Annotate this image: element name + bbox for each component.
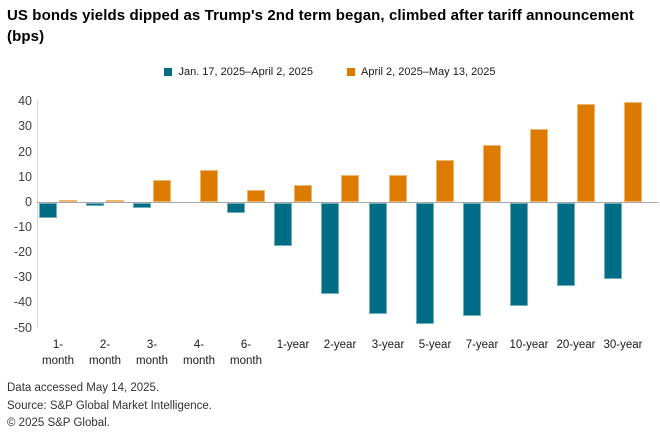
y-axis-tick-label-0: 0 <box>25 194 32 209</box>
y-axis-tick-label--20: -20 <box>13 245 32 260</box>
footnote-source: Source: S&P Global Market Intelligence. <box>7 399 212 412</box>
bar-10-year-series1 <box>510 203 528 307</box>
y-axis-tick-label--40: -40 <box>13 295 32 310</box>
bar-20-year-series2 <box>577 104 595 203</box>
x-axis-label-20-year: 20-year <box>556 339 596 351</box>
x-axis-label-10-year: 10-year <box>509 339 549 351</box>
legend-item-period2: April 2, 2025–May 13, 2025 <box>347 66 496 78</box>
legend-item-period1: Jan. 17, 2025–April 2, 2025 <box>164 66 313 78</box>
bar-1-month-series2 <box>59 199 77 203</box>
y-axis-tick-label-10: 10 <box>18 169 32 184</box>
bar-3-year-series1 <box>369 203 387 314</box>
bar-6-month-series2 <box>247 189 265 203</box>
x-axis-label-3-month: 3- month <box>136 339 168 367</box>
bar-3-month-series1 <box>133 203 151 209</box>
x-axis-label-30-year: 30-year <box>603 339 643 351</box>
bar-2-year-series2 <box>341 174 359 203</box>
zero-baseline <box>37 202 658 203</box>
y-axis-tick-label-20: 20 <box>18 144 32 159</box>
bar-3-month-series2 <box>153 179 171 203</box>
legend-swatch-teal-icon <box>164 68 173 76</box>
y-axis-line <box>37 100 38 328</box>
bar-30-year-series1 <box>604 203 622 279</box>
x-axis-label-7-year: 7-year <box>465 339 499 351</box>
chart-footnotes: Data accessed May 14, 2025. Source: S&P … <box>7 380 212 433</box>
y-axis-tick-label--50: -50 <box>13 320 32 335</box>
bar-7-year-series2 <box>483 144 501 203</box>
x-axis-label-5-year: 5-year <box>418 339 452 351</box>
x-axis-label-1-month: 1- month <box>42 339 74 367</box>
x-axis-label-2-month: 2- month <box>89 339 121 367</box>
y-axis-tick-label--30: -30 <box>13 270 32 285</box>
footnote-copyright: © 2025 S&P Global. <box>7 417 110 429</box>
bar-7-year-series1 <box>463 203 481 317</box>
bar-1-month-series1 <box>39 203 57 219</box>
x-axis-label-3-year: 3-year <box>371 339 405 351</box>
y-axis-tick-label-40: 40 <box>18 94 32 109</box>
x-axis-label-4-month: 4- month <box>183 339 215 367</box>
bar-30-year-series2 <box>624 101 642 203</box>
x-axis-label-6-month: 6- month <box>230 339 262 367</box>
x-axis-label-1-year: 1-year <box>276 339 310 351</box>
bar-1-year-series1 <box>274 203 292 246</box>
chart-title: US bonds yields dipped as Trump's 2nd te… <box>7 7 634 45</box>
legend-label-period1: Jan. 17, 2025–April 2, 2025 <box>178 66 313 78</box>
legend-label-period2: April 2, 2025–May 13, 2025 <box>361 66 496 78</box>
bar-2-month-series2 <box>106 199 124 203</box>
legend: Jan. 17, 2025–April 2, 2025 April 2, 202… <box>0 65 660 79</box>
bar-1-year-series2 <box>294 184 312 203</box>
bar-5-year-series1 <box>416 203 434 324</box>
bar-4-month-series2 <box>200 169 218 203</box>
bar-5-year-series2 <box>436 159 454 203</box>
bar-10-year-series2 <box>530 129 548 203</box>
legend-swatch-orange-icon <box>347 68 355 76</box>
y-axis-tick-label-30: 30 <box>18 119 32 134</box>
x-axis-label-2-year: 2-year <box>323 339 357 351</box>
bar-20-year-series1 <box>557 203 575 287</box>
y-axis-tick-label--10: -10 <box>13 219 32 234</box>
bar-6-month-series1 <box>227 203 245 214</box>
bar-3-year-series2 <box>389 174 407 203</box>
footnote-data-accessed: Data accessed May 14, 2025. <box>7 382 160 394</box>
bar-2-month-series1 <box>86 203 104 206</box>
bar-2-year-series1 <box>321 203 339 294</box>
